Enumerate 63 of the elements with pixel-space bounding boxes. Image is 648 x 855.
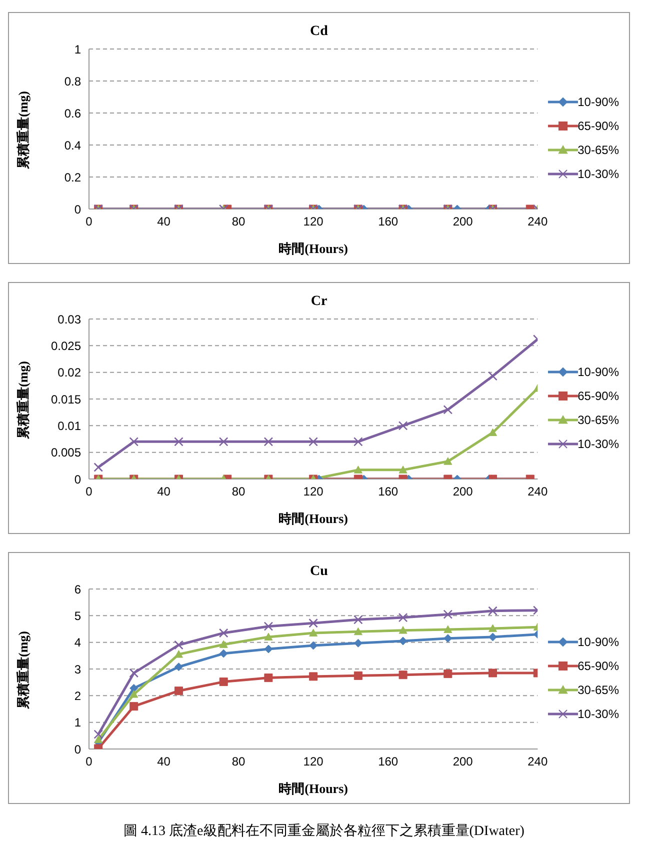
caption: 圖 4.13 底渣e級配料在不同重金屬於各粒徑下之累積重量(DIwater) — [122, 822, 526, 840]
x-tick-label: 240 — [528, 754, 548, 769]
y-tick-label: 0 — [74, 472, 82, 486]
legend-label: 10-30% — [578, 707, 619, 721]
legend-label: 65-90% — [578, 389, 619, 403]
legend-label: 10-30% — [578, 167, 619, 181]
x-tick-label: 200 — [452, 484, 474, 499]
x-tick-label: 120 — [303, 754, 324, 769]
y-tick-label: 6 — [74, 582, 82, 596]
x-axis-title: 時間(Hours) — [278, 241, 348, 256]
y-tick-label: 0 — [74, 202, 82, 216]
x-tick-label: 0 — [86, 484, 93, 499]
x-tick-label: 40 — [157, 484, 171, 499]
y-tick-label: 0.4 — [64, 138, 82, 152]
y-tick-label: 2 — [74, 688, 82, 703]
y-tick-label: 0.03 — [58, 312, 82, 326]
y-tick-label: 0.015 — [50, 392, 82, 406]
legend-label: 65-90% — [578, 119, 619, 133]
y-tick-label: 0.8 — [64, 74, 82, 88]
x-tick-label: 0 — [86, 754, 93, 769]
legend-label: 30-65% — [578, 143, 619, 157]
legend-label: 10-90% — [578, 365, 619, 379]
x-tick-label: 40 — [157, 214, 171, 229]
x-tick-label: 240 — [528, 214, 548, 229]
x-tick-label: 160 — [378, 484, 398, 499]
x-tick-label: 40 — [157, 754, 171, 769]
x-tick-label: 120 — [303, 214, 324, 229]
x-tick-label: 120 — [303, 484, 324, 499]
x-axis-title: 時間(Hours) — [278, 511, 348, 526]
y-axis-title: 累積重量(mg) — [16, 91, 31, 170]
y-tick-label: 0.01 — [58, 418, 82, 433]
y-tick-label: 0.6 — [64, 106, 82, 120]
chart-title: Cu — [310, 564, 328, 579]
chart-title: Cr — [310, 294, 328, 309]
chart-title: Cd — [310, 24, 328, 39]
y-tick-label: 0.025 — [50, 338, 82, 353]
legend-label: 10-90% — [578, 95, 619, 109]
y-tick-label: 0.02 — [58, 366, 82, 380]
y-tick-label: 1 — [74, 716, 82, 730]
x-tick-label: 160 — [378, 754, 398, 769]
x-tick-label: 200 — [452, 754, 474, 769]
x-tick-label: 80 — [232, 754, 246, 769]
x-tick-label: 0 — [86, 214, 93, 229]
y-tick-label: 0.005 — [50, 446, 82, 460]
y-tick-label: 3 — [74, 662, 82, 676]
legend-label: 65-90% — [578, 659, 619, 673]
y-tick-label: 5 — [74, 608, 82, 623]
x-tick-label: 80 — [232, 484, 246, 499]
legend-label: 30-65% — [578, 683, 619, 697]
y-axis-title: 累積重量(mg) — [16, 631, 31, 710]
y-axis-title: 累積重量(mg) — [16, 361, 31, 440]
y-tick-label: 0 — [74, 742, 82, 756]
legend-label: 30-65% — [578, 413, 619, 427]
y-tick-label: 4 — [74, 636, 82, 650]
x-tick-label: 80 — [232, 214, 246, 229]
y-tick-label: 0.2 — [64, 170, 82, 184]
x-tick-label: 240 — [528, 484, 548, 499]
x-axis-title: 時間(Hours) — [278, 781, 348, 796]
x-tick-label: 160 — [378, 214, 398, 229]
y-tick-label: 1 — [74, 42, 82, 56]
legend-label: 10-90% — [578, 635, 619, 649]
legend-label: 10-30% — [578, 437, 619, 451]
x-tick-label: 200 — [452, 214, 474, 229]
